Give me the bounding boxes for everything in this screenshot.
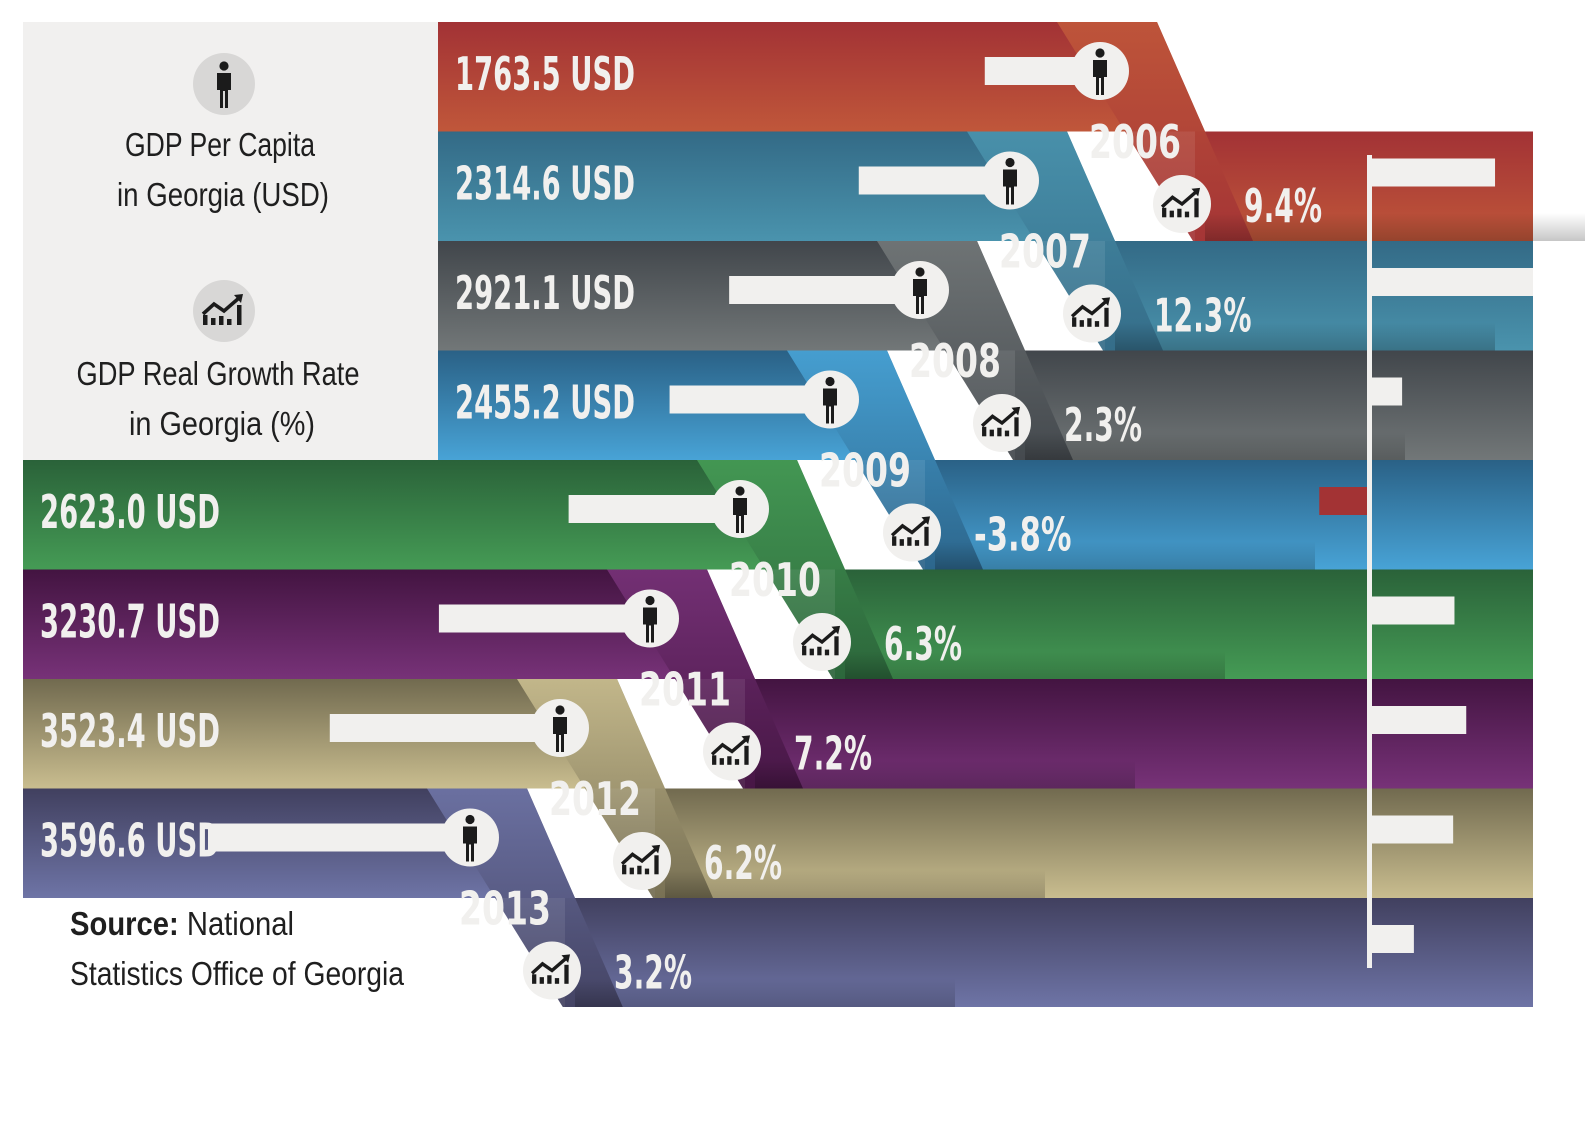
usd-bar bbox=[729, 276, 920, 304]
usd-value-label: 2314.6 USD bbox=[455, 157, 635, 211]
year-label: 2013 bbox=[459, 882, 551, 936]
growth-bar-chart bbox=[1319, 155, 1533, 968]
source-label: Source: bbox=[70, 905, 179, 942]
ribbon-left-band bbox=[23, 569, 755, 679]
year-ribbon-2010 bbox=[23, 460, 1533, 679]
legend-per-capita-line1: GDP Per Capita bbox=[125, 126, 316, 163]
person-icon bbox=[1003, 157, 1017, 205]
year-row-2008: 2921.1 USD 2008 2.3% bbox=[455, 261, 1142, 452]
year-row-2012: 3523.4 USD 2012 6.2% bbox=[40, 699, 782, 890]
year-label: 2006 bbox=[1089, 115, 1181, 169]
usd-value-label: 3596.6 USD bbox=[40, 814, 220, 868]
ribbon-left-band bbox=[438, 131, 1115, 241]
year-label: 2008 bbox=[909, 334, 1001, 388]
person-icon bbox=[217, 61, 231, 108]
growth-chart-icon bbox=[1160, 187, 1201, 218]
usd-value-label: 1763.5 USD bbox=[455, 47, 635, 101]
person-icon bbox=[1093, 48, 1107, 95]
year-label: 2011 bbox=[639, 663, 731, 717]
growth-value-label: 12.3% bbox=[1154, 289, 1252, 343]
person-icon bbox=[823, 376, 837, 424]
year-row-2013: 3596.6 USD 2013 3.2% bbox=[40, 808, 692, 1000]
usd-value-label: 2455.2 USD bbox=[455, 376, 635, 430]
source-line1: Source: National bbox=[70, 905, 294, 942]
growth-bar-2008 bbox=[1372, 377, 1403, 406]
ribbon-shadow bbox=[935, 541, 1315, 570]
year-row-2006: 1763.5 USD 2006 9.4% bbox=[455, 42, 1322, 233]
year-row-2010: 2623.0 USD 2010 6.3% bbox=[40, 480, 962, 671]
growth-axis-line bbox=[1367, 155, 1372, 968]
growth-bar-2007 bbox=[1372, 268, 1533, 296]
growth-value-label: 6.2% bbox=[704, 836, 782, 890]
source-note: Source: National Statistics Office of Ge… bbox=[70, 905, 405, 992]
year-label: 2007 bbox=[999, 225, 1091, 279]
ribbon-left-band bbox=[23, 460, 845, 570]
legend-growth-line2: in Georgia (%) bbox=[129, 405, 315, 442]
growth-bar-2012 bbox=[1372, 815, 1454, 844]
growth-chart-icon bbox=[890, 516, 931, 546]
ribbon-shadow bbox=[1205, 213, 1585, 241]
usd-value-label: 3523.4 USD bbox=[40, 704, 220, 758]
ribbon-left-band bbox=[438, 22, 1205, 132]
ribbon-shadow bbox=[755, 760, 1135, 789]
person-icon bbox=[553, 705, 567, 752]
year-label: 2009 bbox=[819, 444, 911, 498]
year-label: 2010 bbox=[729, 553, 821, 607]
growth-value-label: -3.8% bbox=[974, 508, 1072, 562]
growth-value-label: 9.4% bbox=[1244, 179, 1322, 233]
usd-value-label: 3230.7 USD bbox=[40, 595, 220, 649]
growth-bar-2009 bbox=[1319, 487, 1369, 515]
person-icon bbox=[733, 486, 747, 533]
year-label: 2012 bbox=[549, 772, 641, 826]
growth-value-label: 6.3% bbox=[884, 617, 962, 671]
growth-chart-icon bbox=[530, 954, 571, 984]
ribbon-shadow bbox=[1025, 432, 1405, 460]
ribbon-shadow bbox=[575, 979, 955, 1007]
person-icon bbox=[643, 595, 657, 643]
year-row-2007: 2314.6 USD 2007 12.3% bbox=[455, 151, 1252, 343]
growth-chart-icon bbox=[710, 735, 751, 765]
ribbon-shadow bbox=[845, 651, 1225, 679]
legend-growth: GDP Real Growth Rate in Georgia (%) bbox=[77, 280, 360, 442]
source-line1-rest: National bbox=[179, 905, 294, 942]
ribbon-shadow bbox=[665, 870, 1045, 898]
growth-bar-2006 bbox=[1372, 158, 1496, 187]
growth-value-label: 3.2% bbox=[614, 946, 692, 1000]
growth-bar-2010 bbox=[1372, 596, 1455, 625]
person-icon bbox=[913, 267, 927, 314]
year-row-2011: 3230.7 USD 2011 7.2% bbox=[40, 589, 872, 781]
growth-chart-icon bbox=[1070, 297, 1111, 327]
usd-bar bbox=[208, 823, 470, 852]
growth-chart-icon bbox=[620, 844, 661, 875]
usd-value-label: 2623.0 USD bbox=[40, 485, 220, 539]
legend-growth-line1: GDP Real Growth Rate bbox=[77, 355, 360, 392]
growth-value-label: 7.2% bbox=[794, 727, 872, 781]
year-row-2009: 2455.2 USD 2009 -3.8% bbox=[455, 370, 1072, 562]
person-icon bbox=[463, 814, 477, 862]
growth-value-label: 2.3% bbox=[1064, 398, 1142, 452]
row-labels: 3596.6 USD 2013 3.2% 3523.4 USD 2012 6.2% 3230… bbox=[40, 42, 1322, 1000]
usd-value-label: 2921.1 USD bbox=[455, 266, 635, 320]
growth-chart-icon bbox=[800, 625, 841, 656]
usd-bar bbox=[329, 714, 560, 742]
growth-chart-icon bbox=[980, 406, 1021, 437]
growth-bar-2013 bbox=[1372, 925, 1414, 953]
source-line2: Statistics Office of Georgia bbox=[70, 955, 405, 992]
legend-per-capita: GDP Per Capita in Georgia (USD) bbox=[117, 53, 329, 213]
usd-bar bbox=[438, 604, 650, 633]
legend-per-capita-line2: in Georgia (USD) bbox=[117, 176, 329, 213]
ribbon-shadow bbox=[1115, 322, 1495, 351]
growth-chart-icon bbox=[201, 294, 243, 325]
growth-bar-2011 bbox=[1372, 706, 1467, 734]
